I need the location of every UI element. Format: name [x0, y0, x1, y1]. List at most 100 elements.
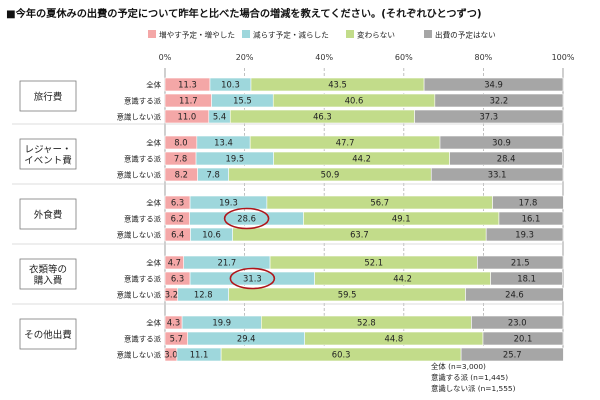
- bar-value-label: 20.1: [514, 334, 533, 344]
- bar-segment: [460, 347, 564, 362]
- bar-value-label: 17.8: [519, 198, 538, 208]
- x-tick-label: 40%: [315, 53, 333, 62]
- bar-value-label: 21.5: [511, 258, 530, 268]
- bar-value-label: 28.6: [237, 214, 256, 224]
- bar-value-label: 40.6: [345, 96, 364, 106]
- group-label: イベント費: [24, 155, 72, 167]
- row-label: 全体: [146, 259, 161, 268]
- bar-value-label: 7.8: [206, 170, 219, 180]
- row-label: 意識しない派: [117, 231, 162, 240]
- bar-segment: [434, 93, 564, 108]
- bar-segment: [471, 315, 564, 330]
- bar-value-label: 47.7: [336, 138, 355, 148]
- bar-value-label: 11.7: [179, 96, 198, 106]
- row-label: 全体: [146, 81, 161, 90]
- bar-value-label: 25.7: [503, 350, 522, 360]
- bar-value-label: 6.4: [171, 230, 184, 240]
- bar-value-label: 6.2: [171, 214, 184, 224]
- bar-value-label: 3.2: [165, 290, 178, 300]
- row-label: 意識しない派: [117, 351, 162, 360]
- bar-value-label: 5.7: [170, 334, 183, 344]
- bar-value-label: 23.0: [508, 318, 527, 328]
- bar-value-label: 4.7: [168, 258, 181, 268]
- bar-value-label: 10.3: [221, 80, 240, 90]
- group-label-box: [19, 318, 77, 350]
- sample-size-note: 意識する派 (n=1,445): [431, 373, 508, 382]
- bar-segment: [490, 271, 563, 286]
- legend-label-0: 増やす予定・増やした: [159, 30, 235, 40]
- group-label-box: [19, 138, 77, 170]
- bar-value-label: 44.8: [385, 334, 404, 344]
- row-label: 意識する派: [124, 335, 162, 344]
- legend-swatch-3: [424, 30, 432, 38]
- row-label: 意識する派: [124, 215, 162, 224]
- bar-value-label: 11.3: [178, 80, 197, 90]
- sample-size-note: 全体 (n=3,000): [431, 362, 486, 371]
- bar-segment: [485, 227, 564, 242]
- bar-value-label: 3.0: [164, 350, 177, 360]
- bar-value-label: 19.5: [226, 154, 245, 164]
- group-label-box: [19, 80, 77, 112]
- bar-segment: [414, 109, 564, 124]
- bar-value-label: 44.2: [352, 154, 371, 164]
- bar-value-label: 8.0: [174, 138, 187, 148]
- row-label: 意識する派: [124, 97, 162, 106]
- bar-segment: [430, 167, 564, 182]
- bar-value-label: 46.3: [313, 112, 332, 122]
- row-label: 意識しない派: [117, 291, 162, 300]
- x-tick-label: 0%: [159, 53, 172, 62]
- legend-swatch-2: [346, 30, 354, 38]
- legend-label-1: 減らす予定・減らした: [253, 30, 329, 40]
- x-tick-label: 60%: [395, 53, 413, 62]
- bar-segment: [482, 331, 564, 346]
- bar-value-label: 44.2: [393, 274, 412, 284]
- bar-value-label: 11.0: [178, 112, 197, 122]
- row-label: 意識する派: [124, 155, 162, 164]
- group-label-box: [19, 258, 77, 290]
- bar-value-label: 59.5: [338, 290, 357, 300]
- group-label: 衣類等の: [29, 264, 67, 276]
- x-tick-label: 20%: [236, 53, 254, 62]
- bar-value-label: 18.1: [517, 274, 536, 284]
- bar-value-label: 16.1: [522, 214, 541, 224]
- bar-value-label: 19.3: [219, 198, 238, 208]
- legend-swatch-1: [242, 30, 250, 38]
- highlight-circle: [229, 267, 276, 290]
- group-label-box: [19, 198, 77, 230]
- bar-value-label: 10.6: [202, 230, 221, 240]
- group-label: 購入費: [34, 275, 63, 287]
- bar-segment: [423, 77, 564, 92]
- bar-segment: [449, 151, 563, 166]
- bar-value-label: 60.3: [332, 350, 351, 360]
- group-label: その他出費: [24, 329, 72, 341]
- chart-title: ■今年の夏休みの出費の予定について昨年と比べた場合の増減を教えてください。(それ…: [6, 7, 482, 20]
- bar-value-label: 63.7: [350, 230, 369, 240]
- bar-value-label: 21.7: [218, 258, 237, 268]
- group-label: 旅行費: [34, 91, 63, 103]
- bar-value-label: 52.1: [364, 258, 383, 268]
- bar-value-label: 5.4: [213, 112, 226, 122]
- bar-value-label: 29.4: [237, 334, 256, 344]
- row-label: 全体: [146, 139, 161, 148]
- bar-value-label: 33.1: [488, 170, 507, 180]
- row-label: 意識する派: [124, 275, 162, 284]
- bar-value-label: 13.4: [214, 138, 233, 148]
- bar-value-label: 12.8: [194, 290, 213, 300]
- bar-value-label: 11.1: [190, 350, 209, 360]
- bar-segment: [465, 287, 564, 302]
- bar-value-label: 30.9: [492, 138, 511, 148]
- bar-segment: [492, 195, 564, 210]
- bar-value-label: 34.9: [484, 80, 503, 90]
- legend-label-2: 変わらない: [357, 30, 395, 40]
- bar-value-label: 43.5: [328, 80, 347, 90]
- sample-size-note: 意識しない派 (n=1,555): [431, 384, 516, 393]
- highlight-circle: [223, 207, 270, 230]
- bar-segment: [439, 135, 564, 150]
- bar-value-label: 31.3: [243, 274, 262, 284]
- bar-value-label: 19.9: [212, 318, 231, 328]
- legend-label-3: 出費の予定はない: [435, 30, 496, 40]
- bar-value-label: 24.6: [505, 290, 524, 300]
- bar-value-label: 7.8: [174, 154, 187, 164]
